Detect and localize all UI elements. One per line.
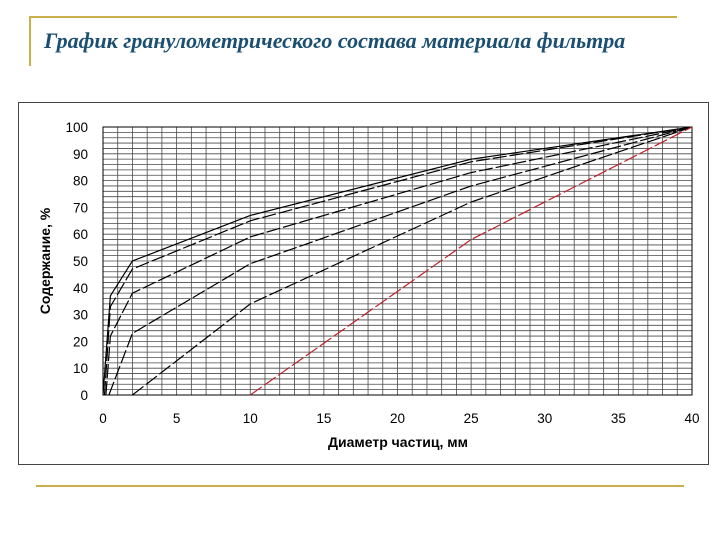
x-tick-label: 10	[243, 411, 258, 426]
series-line-1	[102, 126, 693, 396]
ticks: 0 5 10 15 20 25 30 35 40 0 10 20 30 40 50 60 70 80 90 100	[65, 120, 699, 426]
y-tick-label: 40	[73, 281, 88, 296]
plot-border	[102, 126, 693, 396]
y-tick-label: 70	[73, 200, 88, 215]
slide-title: График гранулометрического состава матер…	[44, 28, 626, 53]
x-tick-label: 20	[390, 411, 405, 426]
series-line-2	[103, 126, 693, 396]
x-tick-label: 25	[464, 411, 479, 426]
y-tick-label: 10	[73, 361, 88, 376]
y-tick-label: 90	[73, 147, 88, 162]
x-axis-label: Диаметр частиц, мм	[328, 434, 468, 450]
x-tick-label: 15	[316, 411, 331, 426]
y-tick-label: 80	[73, 174, 88, 189]
x-tick-label: 30	[537, 411, 552, 426]
grid	[102, 126, 693, 396]
x-tick-label: 40	[684, 411, 699, 426]
y-tick-label: 0	[80, 388, 88, 403]
y-tick-label: 20	[73, 334, 88, 349]
y-tick-label: 50	[73, 254, 88, 269]
decor-top-line	[29, 16, 677, 18]
x-tick-label: 0	[99, 411, 107, 426]
series-line-4	[108, 126, 693, 396]
series-line-6	[249, 126, 693, 396]
series-line-3	[105, 126, 693, 396]
y-tick-label: 30	[73, 308, 88, 323]
x-tick-label: 35	[611, 411, 626, 426]
decor-vertical-line	[29, 16, 31, 66]
x-tick-label: 5	[173, 411, 181, 426]
series-line-5	[132, 126, 693, 396]
decor-bottom-line	[36, 485, 684, 487]
series-group	[102, 126, 693, 396]
y-axis-label: Содержание, %	[37, 207, 53, 314]
y-tick-label: 100	[65, 120, 88, 135]
y-tick-label: 60	[73, 227, 88, 242]
